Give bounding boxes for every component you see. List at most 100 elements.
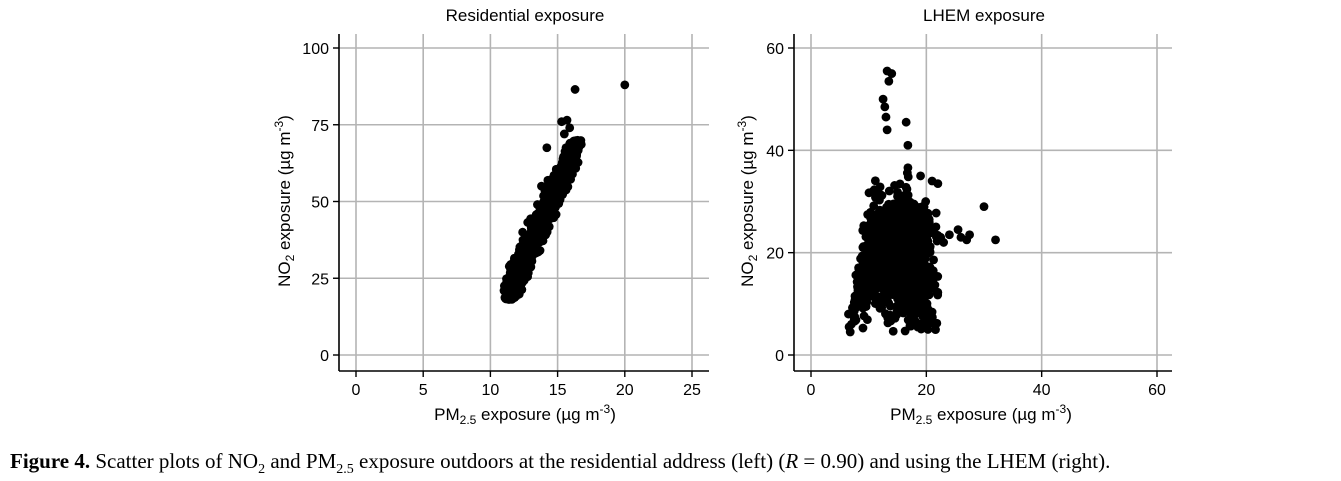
scatter-point [905, 321, 915, 331]
scatter-point [897, 281, 907, 291]
scatter-point [877, 292, 887, 302]
scatter-point [859, 311, 869, 321]
scatter-point [894, 299, 904, 308]
scatter-point [903, 275, 912, 285]
y-axis-label-sup: -3 [272, 120, 286, 131]
scatter-point [908, 245, 918, 255]
points [499, 80, 630, 304]
x-axis-label: PM2.5 exposure (µg m-3) [434, 402, 616, 427]
x-axis-label-rest: exposure (µg m [476, 405, 599, 424]
scatter-point [853, 285, 863, 295]
x-tick-label: 0 [807, 382, 816, 399]
scatter-point [515, 245, 524, 255]
scatter-point [876, 229, 886, 239]
x-tick-label: 40 [1033, 382, 1051, 399]
scatter-point [565, 123, 575, 133]
axes [788, 34, 1172, 377]
scatter-point [518, 227, 528, 237]
scatter-point [509, 253, 519, 263]
y-axis-label-close: ) [275, 115, 294, 121]
y-axis-label-rest: exposure (µg m [275, 131, 294, 254]
scatter-point [916, 171, 925, 181]
scatter-point [887, 69, 897, 78]
scatter-point [931, 325, 940, 335]
scatter-point [866, 217, 876, 227]
x-tick-label: 20 [917, 382, 935, 399]
x-tick-label: 25 [683, 382, 701, 399]
scatter-point [901, 117, 911, 127]
scatter-point [891, 253, 901, 263]
y-tick-label: 0 [320, 348, 329, 365]
caption-sub-2: 2.5 [336, 462, 354, 478]
scatter-point [573, 138, 583, 148]
scatter-point [895, 215, 905, 225]
x-axis-label: PM2.5 exposure (µg m-3) [890, 402, 1072, 427]
scatter-point [915, 319, 925, 329]
x-axis-label-main: PM [434, 405, 460, 424]
scatter-point [894, 234, 904, 244]
scatter-point [909, 311, 919, 321]
scatter-point [920, 234, 930, 243]
scatter-point [882, 125, 892, 135]
scatter-point [923, 227, 932, 236]
caption-lead: Figure 4. [10, 449, 91, 473]
scatter-point [913, 209, 923, 219]
scatter-point [924, 290, 934, 300]
gridlines [339, 34, 709, 371]
scatter-point [884, 211, 894, 221]
scatter-point [953, 225, 963, 235]
x-axis-label-sup: -3 [600, 402, 611, 416]
x-axis-label-sub: 2.5 [916, 413, 933, 427]
scatter-point [849, 298, 859, 307]
scatter-point [620, 80, 630, 90]
scatter-point [525, 238, 534, 248]
scatter-point [929, 255, 938, 265]
y-axis-label: NO2 exposure (µg m-3) [735, 115, 760, 287]
scatter-point [979, 202, 989, 212]
scatter-point [563, 147, 573, 157]
x-tick-label: 20 [616, 382, 634, 399]
scatter-point [936, 232, 946, 242]
scatter-point [857, 262, 867, 272]
scatter-point [855, 277, 865, 286]
scatter-point [892, 308, 902, 318]
scatter-point [915, 246, 925, 256]
scatter-point [562, 115, 572, 125]
scatter-point [876, 266, 886, 276]
scatter-point [875, 182, 885, 192]
scatter-point [869, 266, 879, 275]
scatter-point [533, 200, 542, 209]
scatter-point [896, 200, 906, 210]
scatter-point [933, 287, 943, 297]
x-axis-label-close: ) [610, 405, 616, 424]
scatter-point [919, 202, 929, 212]
x-axis-label-close: ) [1066, 405, 1072, 424]
scatter-point [535, 208, 545, 218]
scatter-point [927, 273, 937, 283]
scatter-point [569, 155, 579, 165]
scatter-point [924, 215, 934, 224]
figure-caption: Figure 4. Scatter plots of NO2 and PM2.5… [10, 449, 1335, 477]
y-tick-label: 0 [775, 348, 784, 365]
chart-title: LHEM exposure [923, 6, 1045, 25]
scatter-point [885, 310, 895, 320]
scatter-point [877, 256, 887, 266]
chart-title: Residential exposure [446, 6, 605, 25]
y-tick-label: 50 [311, 195, 329, 212]
scatter-point [991, 235, 1000, 245]
x-tick-label: 60 [1148, 382, 1166, 399]
y-axis-label: NO2 exposure (µg m-3) [272, 115, 297, 287]
tick-labels: 0 5 10 15 20 25 0 25 50 75 100 [302, 41, 701, 399]
panel-lhem: 0 20 40 60 0 20 40 60 LHEM exposure PM2.5 expos… [735, 6, 1172, 427]
scatter-point [882, 225, 892, 234]
scatter-point [923, 325, 933, 334]
caption-sub-1: 2 [258, 462, 266, 478]
scatter-point [870, 176, 880, 186]
scatter-point [902, 245, 911, 255]
tick-labels: 0 20 40 60 0 20 40 60 [766, 41, 1166, 399]
scatter-point [507, 283, 517, 292]
scatter-point [537, 181, 546, 191]
scatter-point [534, 236, 544, 245]
scatter-point [933, 179, 943, 188]
scatter-point [915, 267, 925, 277]
